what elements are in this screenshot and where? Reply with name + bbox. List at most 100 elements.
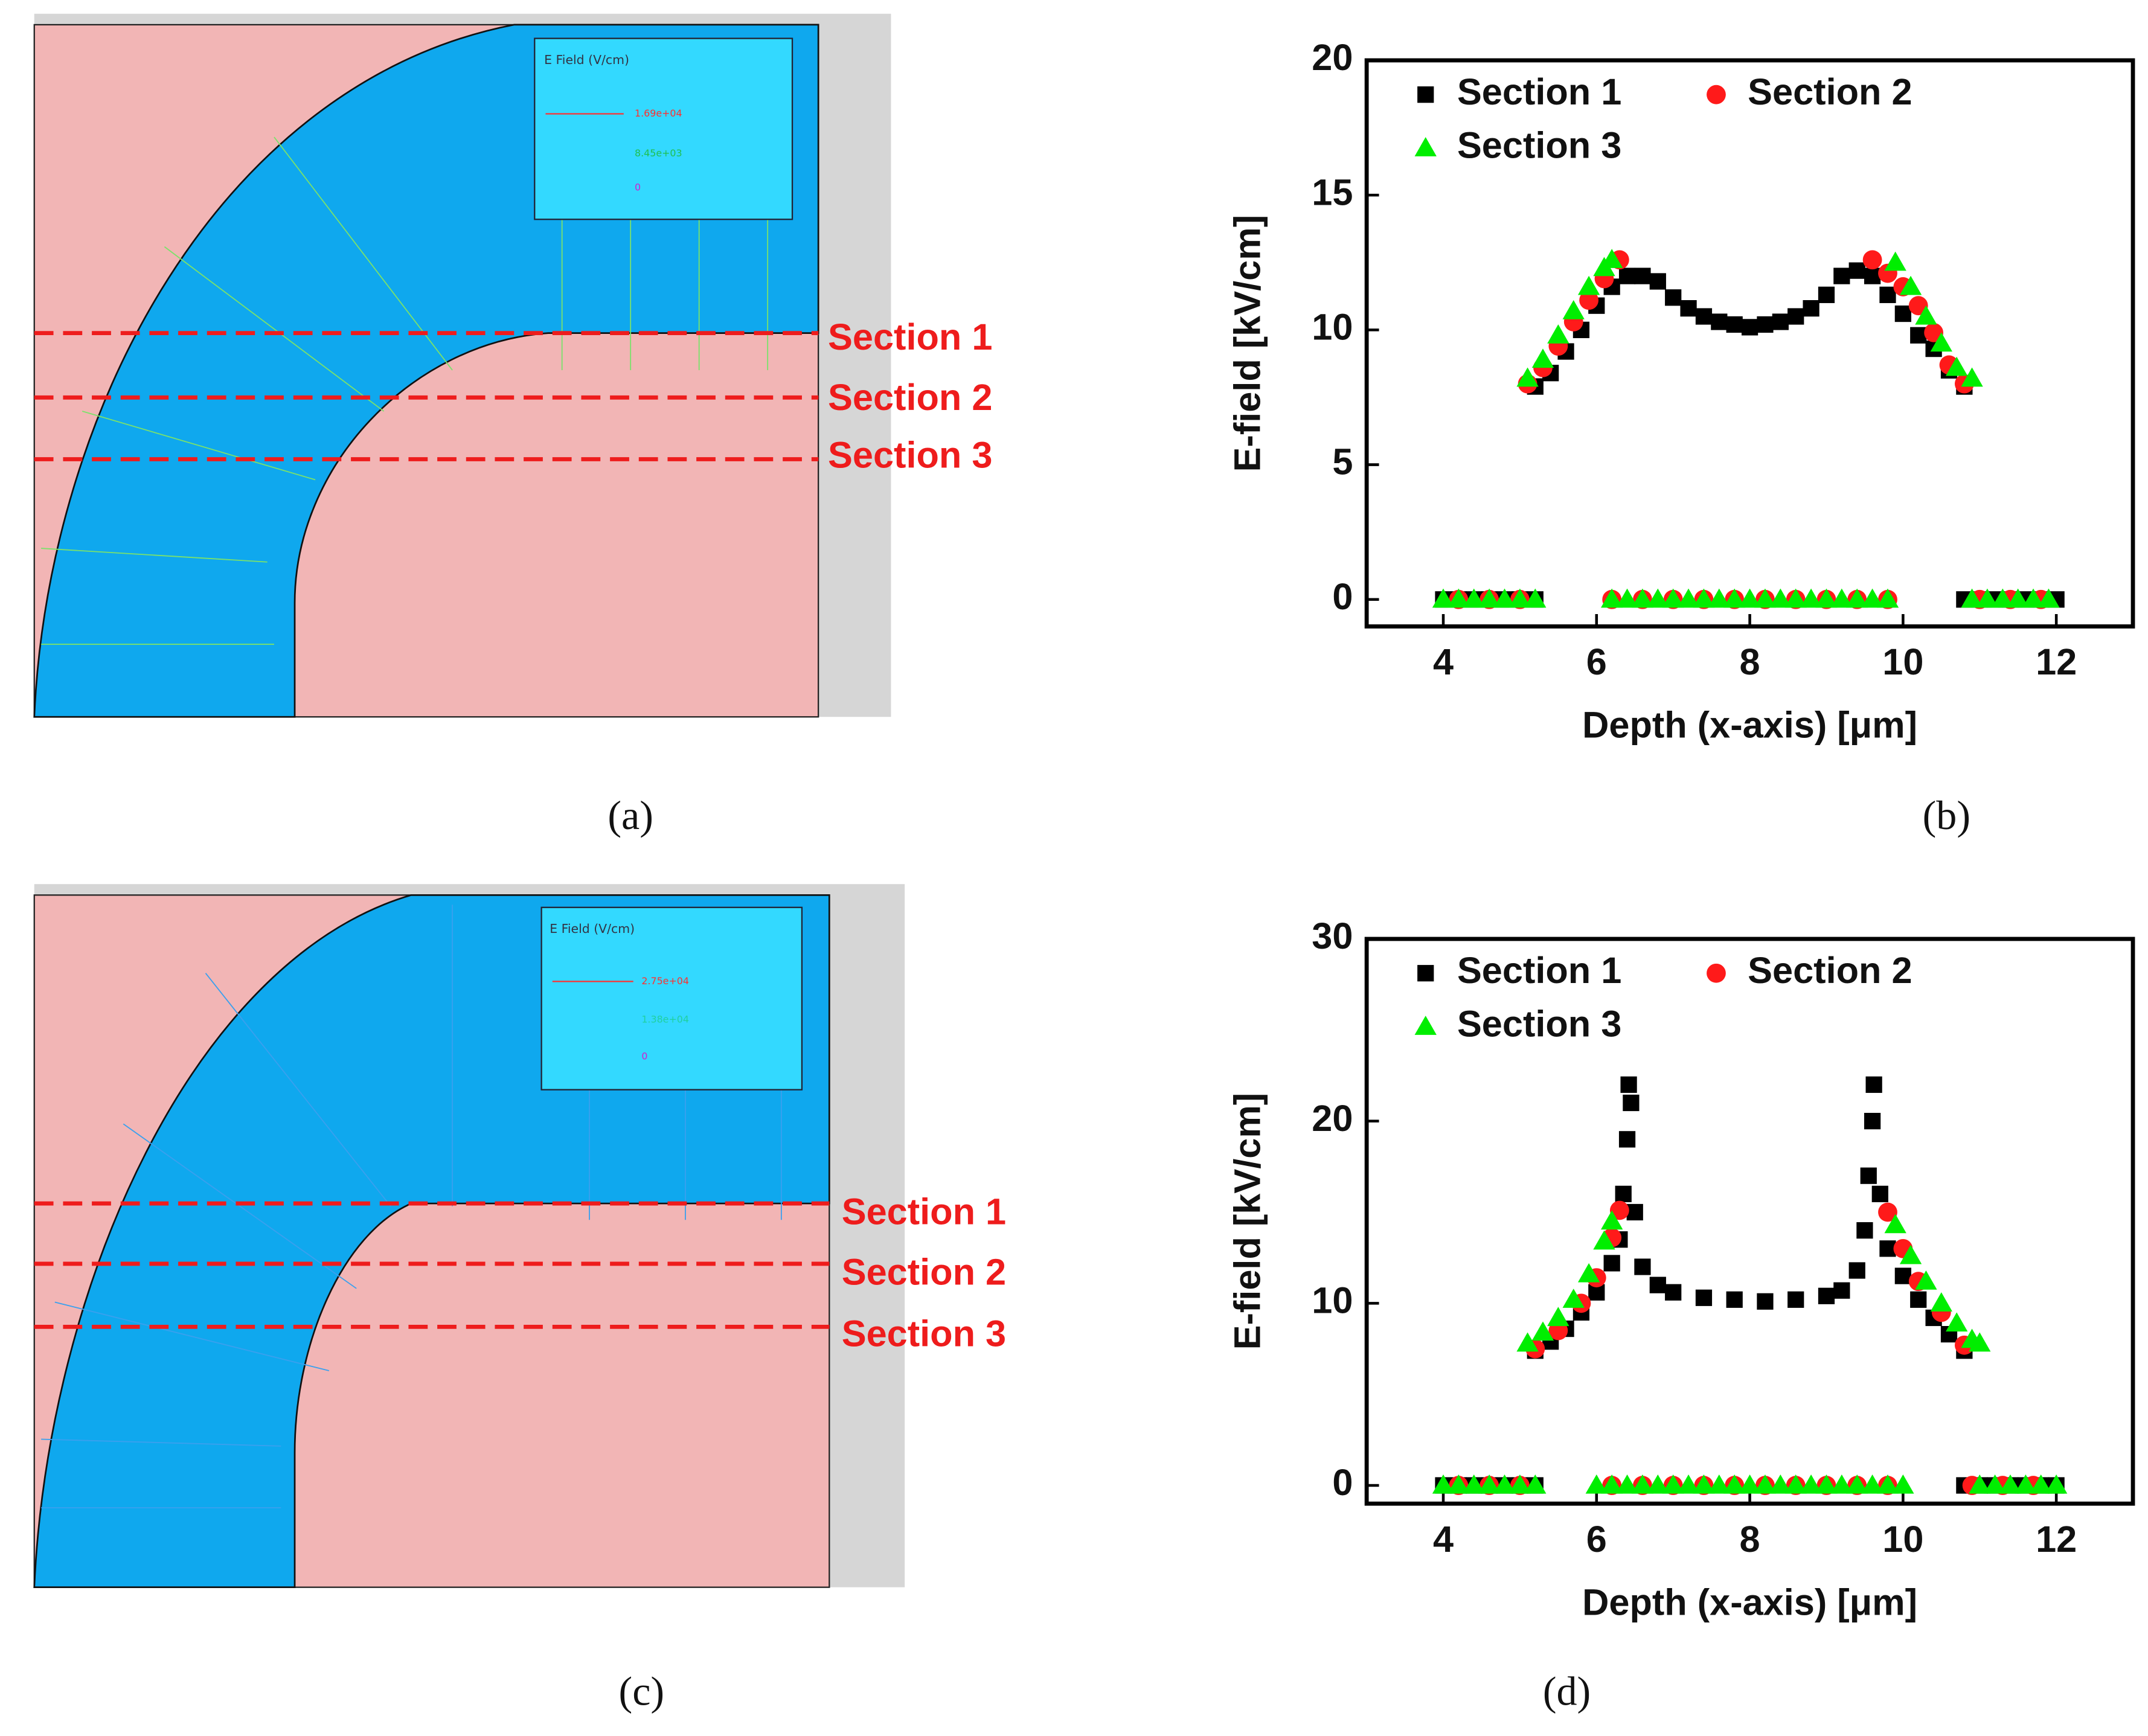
x-tick-label: 4 — [1433, 1519, 1454, 1560]
marker-triangle — [1930, 332, 1952, 352]
section-label: Section 3 — [828, 434, 992, 475]
plot-frame — [1364, 937, 2135, 1506]
marker-square — [1649, 1276, 1666, 1293]
x-tick-label: 6 — [1586, 641, 1607, 682]
marker-triangle — [2007, 588, 2029, 608]
marker-triangle — [1493, 1474, 1516, 1494]
marker-triangle — [2037, 588, 2060, 608]
marker-triangle — [1946, 356, 1968, 376]
marker-triangle — [1647, 588, 1669, 608]
marker-circle — [1924, 322, 1944, 342]
marker-square — [1695, 308, 1713, 325]
marker-triangle — [1631, 588, 1654, 608]
marker-square — [1787, 1291, 1804, 1308]
marker-triangle — [1969, 1332, 1991, 1352]
marker-triangle — [2022, 588, 2045, 608]
marker-triangle — [1769, 588, 1792, 608]
marker-square — [1848, 262, 1865, 279]
marker-square — [1665, 1284, 1682, 1301]
marker-square — [1871, 1185, 1888, 1202]
marker-square — [1741, 319, 1758, 336]
marker-triangle — [1577, 1263, 1600, 1283]
marker-triangle — [1414, 1016, 1437, 1035]
marker-square — [1417, 86, 1434, 103]
panel-label: (a) — [608, 792, 653, 838]
marker-circle — [1609, 1200, 1629, 1220]
x-tick-label: 6 — [1586, 1519, 1607, 1560]
y-tick-label: 15 — [1312, 171, 1353, 213]
marker-square — [1634, 267, 1651, 284]
marker-triangle — [1830, 588, 1853, 608]
y-tick-label: 10 — [1312, 307, 1353, 348]
legend-value: 0 — [635, 182, 641, 193]
marker-triangle — [1739, 588, 1761, 608]
marker-square — [1618, 1131, 1636, 1148]
marker-triangle — [1754, 1474, 1777, 1494]
marker-triangle — [1414, 137, 1437, 156]
marker-square — [1615, 1185, 1632, 1202]
marker-triangle — [1463, 588, 1485, 608]
marker-triangle — [1708, 588, 1730, 608]
x-tick-label: 10 — [1882, 1519, 1923, 1560]
legend-value: 1.69e+04 — [635, 107, 682, 119]
marker-triangle — [1784, 1474, 1807, 1494]
marker-triangle — [1601, 1474, 1623, 1494]
marker-triangle — [1884, 251, 1906, 271]
marker-triangle — [1892, 1474, 1914, 1494]
field-arrows — [41, 82, 769, 645]
marker-triangle — [1516, 1332, 1539, 1352]
marker-square — [1864, 1113, 1881, 1130]
marker-triangle — [1562, 1289, 1585, 1308]
legend-label: Section 2 — [1748, 950, 1912, 991]
marker-triangle — [1447, 1474, 1470, 1494]
marker-triangle — [1969, 1474, 1991, 1494]
section-label: Section 1 — [842, 1191, 1006, 1232]
legend-value: 8.45e+03 — [635, 147, 682, 159]
marker-triangle — [1946, 1312, 1968, 1332]
marker-square — [1833, 1282, 1850, 1299]
marker-square — [1772, 313, 1789, 330]
marker-square — [1860, 1167, 1877, 1184]
marker-triangle — [1524, 588, 1547, 608]
legend-label: Section 1 — [1457, 950, 1621, 991]
marker-triangle — [1463, 1474, 1485, 1494]
marker-triangle — [1531, 1321, 1554, 1341]
marker-square — [1620, 1076, 1637, 1093]
marker-triangle — [1800, 1474, 1823, 1494]
marker-square — [1711, 313, 1728, 330]
marker-triangle — [1846, 588, 1868, 608]
marker-triangle — [1577, 275, 1600, 295]
marker-square — [1818, 286, 1835, 303]
marker-triangle — [1830, 1474, 1853, 1494]
y-axis-label: E-field [kV/cm] — [1226, 1093, 1268, 1350]
marker-square — [1726, 1291, 1743, 1308]
marker-triangle — [1739, 1474, 1761, 1494]
legend-label: Section 3 — [1457, 124, 1621, 165]
marker-square — [1626, 1203, 1643, 1221]
marker-triangle — [1432, 588, 1455, 608]
marker-triangle — [1508, 588, 1531, 608]
marker-triangle — [1677, 588, 1700, 608]
marker-triangle — [1846, 1474, 1868, 1494]
marker-triangle — [1516, 367, 1539, 387]
marker-circle — [1707, 85, 1726, 104]
marker-triangle — [1601, 588, 1623, 608]
x-tick-label: 8 — [1740, 1519, 1760, 1560]
marker-triangle — [1999, 1474, 2022, 1494]
y-tick-label: 0 — [1332, 576, 1353, 617]
x-tick-label: 10 — [1882, 641, 1923, 682]
marker-triangle — [1899, 1244, 1922, 1264]
marker-triangle — [1723, 588, 1746, 608]
section-label: Section 1 — [828, 316, 992, 357]
marker-triangle — [1677, 1474, 1700, 1494]
marker-square — [1879, 1240, 1896, 1257]
marker-triangle — [1547, 1307, 1569, 1327]
marker-square — [1894, 1267, 1911, 1284]
marker-triangle — [1930, 1292, 1952, 1312]
legend-box — [534, 37, 793, 220]
marker-square — [1603, 1255, 1620, 1272]
legend-title: E Field (V/cm) — [550, 921, 635, 936]
marker-square — [1879, 286, 1896, 303]
plot-frame — [1364, 58, 2135, 629]
legend-value: 1.38e+04 — [641, 1013, 689, 1025]
